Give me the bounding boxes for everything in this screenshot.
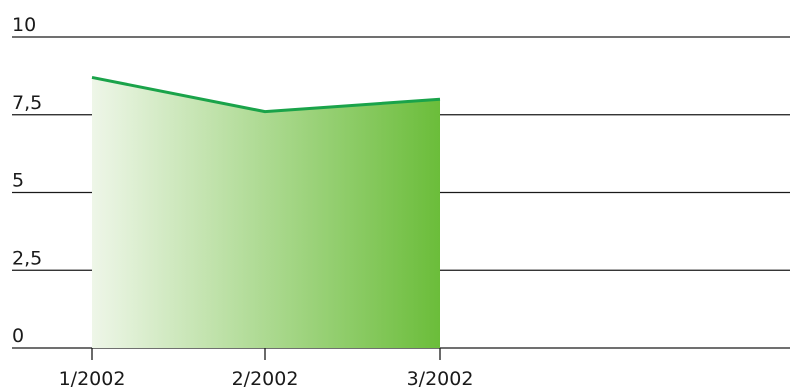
y-tick-label: 2,5 (12, 247, 42, 269)
area-fill (92, 77, 440, 349)
series-line (91, 75, 441, 114)
x-tick-labels: 1/2002 2/2002 3/2002 (59, 368, 474, 389)
y-tick-labels: 0 2,5 5 7,5 10 (12, 14, 42, 347)
y-tick-label: 7,5 (12, 92, 42, 114)
y-tick-label: 10 (12, 14, 36, 36)
y-tick-label: 5 (12, 170, 24, 192)
series-area (92, 77, 440, 349)
y-tick-label: 0 (12, 325, 24, 347)
x-tick-label: 1/2002 (59, 368, 126, 389)
x-tick-label: 3/2002 (407, 368, 474, 389)
x-ticks (91, 348, 441, 360)
x-tick-label: 2/2002 (232, 368, 299, 389)
